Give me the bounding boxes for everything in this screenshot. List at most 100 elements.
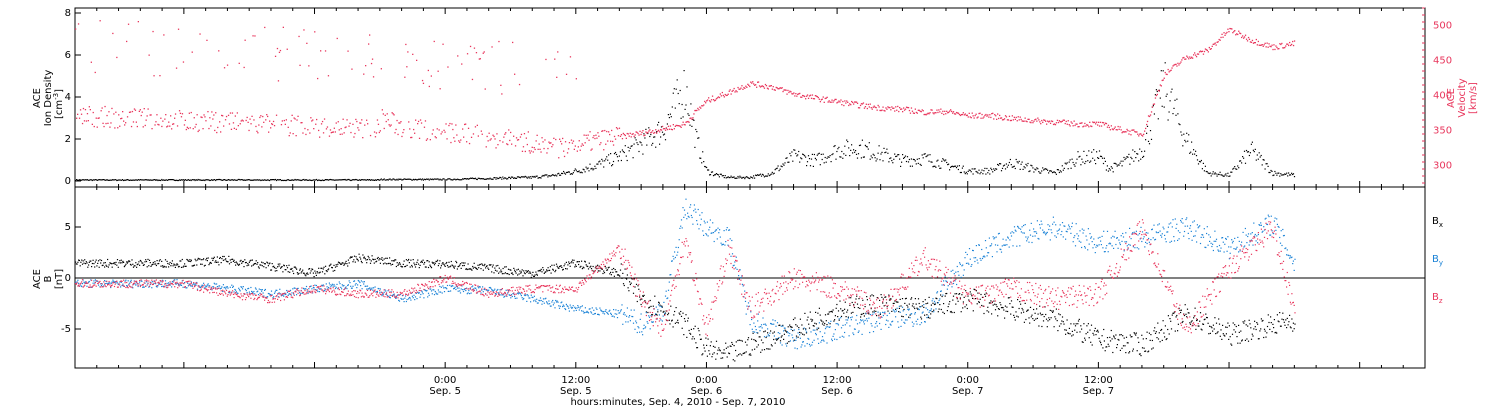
b-point	[758, 336, 760, 338]
density-point	[494, 177, 496, 179]
b-point	[389, 257, 391, 259]
b-point	[749, 324, 751, 326]
velocity-point	[692, 117, 694, 119]
b-point	[161, 279, 164, 281]
velocity-point	[109, 126, 111, 128]
b-point	[818, 307, 820, 309]
b-point	[139, 259, 141, 262]
b-point	[787, 326, 789, 328]
velocity-point	[1275, 45, 1277, 47]
b-point	[676, 254, 678, 256]
b-point	[1261, 320, 1263, 322]
density-point	[1100, 155, 1103, 158]
density-point	[979, 173, 981, 175]
velocity-point	[136, 125, 138, 128]
b-point	[171, 260, 173, 262]
density-point	[1190, 151, 1192, 153]
b-point	[1047, 320, 1049, 322]
velocity-point	[201, 116, 203, 119]
velocity-point	[808, 95, 811, 97]
b-point	[1245, 324, 1247, 326]
b-point	[222, 284, 224, 286]
velocity-point	[516, 139, 519, 141]
velocity-point	[750, 81, 752, 83]
velocity-point	[904, 108, 907, 110]
b-point	[652, 305, 654, 307]
b-point	[278, 292, 280, 294]
b-point	[943, 312, 945, 315]
b-point	[596, 268, 598, 270]
b-point	[873, 310, 875, 312]
velocity-point	[215, 112, 217, 114]
density-point	[951, 165, 953, 168]
b-point	[1051, 310, 1053, 312]
velocity-point	[674, 125, 676, 127]
b-point	[501, 271, 503, 273]
b-point	[1018, 307, 1020, 310]
b-point	[745, 313, 747, 315]
b-point	[300, 272, 302, 274]
velocity-point	[353, 136, 355, 138]
b-point	[860, 313, 862, 316]
b-point	[420, 293, 422, 296]
b-point	[112, 263, 114, 265]
velocity-point	[1094, 121, 1096, 123]
b-point	[1004, 317, 1006, 319]
b-point	[1265, 336, 1267, 338]
density-point	[825, 161, 827, 163]
b-point	[567, 264, 569, 266]
b-point	[695, 342, 697, 344]
density-point	[1115, 163, 1117, 165]
b-point	[1010, 313, 1012, 315]
density-point	[837, 148, 839, 150]
b-point	[831, 311, 833, 313]
b-point	[514, 269, 516, 271]
density-point	[1200, 159, 1202, 162]
velocity-point	[1131, 129, 1133, 131]
velocity-point	[153, 75, 155, 77]
velocity-point	[1057, 121, 1060, 124]
b-point	[151, 264, 153, 266]
b-point	[1019, 301, 1021, 303]
velocity-point	[1183, 56, 1185, 59]
b-point	[541, 303, 543, 305]
density-point	[379, 179, 381, 181]
density-point	[696, 131, 698, 133]
b-point	[132, 287, 134, 289]
b-point	[1266, 325, 1269, 328]
b-point	[1218, 323, 1221, 325]
b-point	[257, 262, 259, 264]
density-point	[608, 154, 610, 156]
velocity-point	[1036, 120, 1038, 122]
b-point	[265, 296, 267, 298]
velocity-point	[949, 110, 951, 112]
velocity-point	[1205, 49, 1207, 51]
b-point	[248, 287, 250, 289]
velocity-point	[142, 126, 144, 128]
velocity-point	[1264, 42, 1266, 44]
b-point	[414, 299, 416, 301]
b-point	[427, 266, 430, 269]
velocity-point	[779, 87, 781, 89]
density-point	[616, 156, 619, 158]
density-point	[730, 175, 732, 177]
velocity-point	[374, 136, 377, 138]
velocity-point	[157, 123, 159, 126]
b-point	[370, 288, 372, 290]
b-point	[166, 282, 168, 284]
b-point	[995, 304, 997, 306]
velocity-point	[578, 140, 580, 142]
b-point	[1221, 338, 1223, 340]
density-point	[129, 179, 132, 181]
b-point	[431, 293, 433, 295]
b-point	[971, 295, 973, 297]
b-point	[1126, 342, 1128, 344]
velocity-point	[783, 89, 785, 91]
density-point	[824, 156, 826, 159]
b-point	[1272, 323, 1274, 325]
density-point	[729, 176, 731, 179]
velocity-point	[941, 112, 943, 114]
b-point	[382, 293, 385, 295]
velocity-point	[819, 101, 821, 103]
density-point	[167, 179, 169, 181]
